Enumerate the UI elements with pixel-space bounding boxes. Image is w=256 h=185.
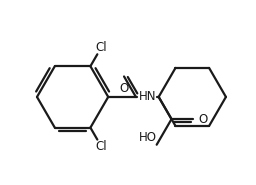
- Text: Cl: Cl: [95, 41, 107, 54]
- Text: O: O: [198, 113, 207, 126]
- Text: HO: HO: [139, 131, 157, 144]
- Text: Cl: Cl: [95, 140, 107, 153]
- Text: O: O: [119, 82, 129, 95]
- Text: HN: HN: [138, 90, 156, 103]
